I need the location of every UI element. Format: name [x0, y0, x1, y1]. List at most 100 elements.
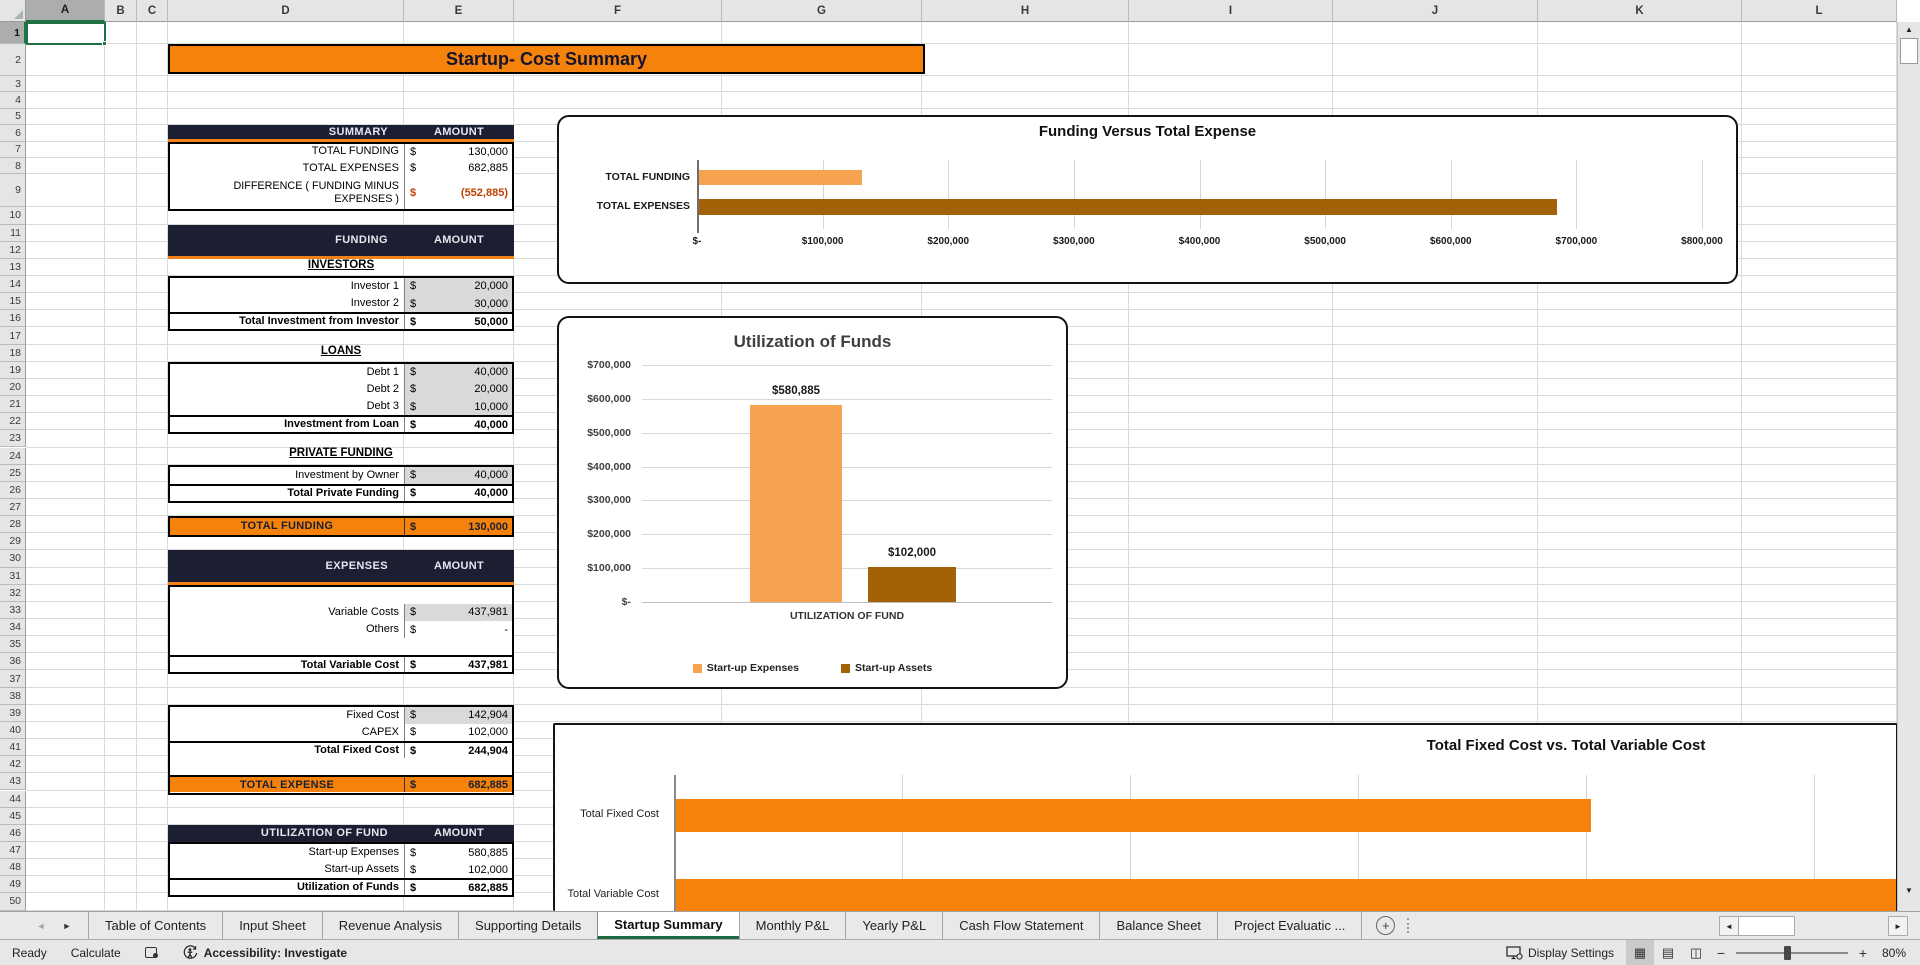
table-row-investor-1[interactable]: Investor 1 $20,000 — [170, 277, 512, 296]
row-header-9[interactable]: 9 — [0, 174, 26, 208]
row-header-14[interactable]: 14 — [0, 276, 26, 294]
utilization-of-funds-chart[interactable]: Utilization of Funds $700,000 $600,000 $50… — [557, 316, 1068, 689]
row-header-28[interactable]: 28 — [0, 516, 26, 534]
horizontal-scrollbar-thumb[interactable] — [1738, 917, 1794, 935]
row-header-20[interactable]: 20 — [0, 378, 26, 397]
row-header-47[interactable]: 47 — [0, 841, 26, 860]
table-row-total-funding[interactable]: TOTAL FUNDING $130,000 — [170, 518, 512, 536]
table-row-total-expenses[interactable]: TOTAL EXPENSES $682,885 — [170, 159, 512, 177]
column-header-C[interactable]: C — [137, 0, 168, 22]
column-header-I[interactable]: I — [1129, 0, 1333, 22]
table-row-utilization-of-funds[interactable]: Utilization of Funds $682,885 — [170, 878, 512, 896]
table-row-debt-2[interactable]: Debt 2 $20,000 — [170, 380, 512, 398]
row-header-39[interactable]: 39 — [0, 704, 26, 722]
hscroll-right-icon[interactable]: ► — [1888, 916, 1908, 936]
funding-vs-expense-chart[interactable]: Funding Versus Total Expense $- $100,000 $… — [557, 115, 1738, 284]
row-header-7[interactable]: 7 — [0, 141, 26, 158]
value-cell[interactable]: $ (552,885) — [404, 176, 512, 210]
column-header-K[interactable]: K — [1538, 0, 1742, 22]
status-calculate[interactable]: Calculate — [70, 945, 121, 960]
sheet-tab-cash-flow-statement[interactable]: Cash Flow Statement — [942, 912, 1099, 939]
value-cell[interactable]: $30,000 — [404, 295, 512, 313]
row-header-50[interactable]: 50 — [0, 893, 26, 911]
sheet-tab-supporting-details[interactable]: Supporting Details — [458, 912, 597, 939]
row-header-13[interactable]: 13 — [0, 258, 26, 276]
column-header-F[interactable]: F — [514, 0, 722, 22]
row-header-19[interactable]: 19 — [0, 361, 26, 379]
value-cell[interactable]: $ - — [404, 620, 512, 639]
value-cell[interactable]: $130,000 — [404, 518, 512, 536]
horizontal-scrollbar[interactable]: ◄ — [1719, 916, 1795, 936]
table-row-total-variable-cost[interactable]: Total Variable Cost $437,981 — [170, 655, 512, 673]
zoom-slider[interactable] — [1736, 945, 1848, 960]
zoom-level[interactable]: 80% — [1881, 945, 1906, 960]
column-header-D[interactable]: D — [168, 0, 404, 22]
sheet-tab-yearly-p-l[interactable]: Yearly P&L — [845, 912, 942, 939]
view-page-layout-button[interactable]: ▤ — [1661, 944, 1675, 960]
value-cell[interactable]: $102,000 — [404, 723, 512, 742]
value-cell[interactable]: $20,000 — [404, 380, 512, 398]
vertical-scrollbar[interactable]: ▲ ▼ — [1897, 22, 1920, 911]
tab-scroll-right-button[interactable]: ► — [62, 920, 72, 931]
row-header-45[interactable]: 45 — [0, 807, 26, 825]
column-header-J[interactable]: J — [1333, 0, 1538, 22]
row-header-4[interactable]: 4 — [0, 92, 26, 109]
row-header-17[interactable]: 17 — [0, 327, 26, 345]
value-cell[interactable]: $40,000 — [404, 363, 512, 381]
sheet-tab-revenue-analysis[interactable]: Revenue Analysis — [321, 912, 458, 939]
value-cell[interactable]: $40,000 — [404, 417, 512, 433]
row-header-11[interactable]: 11 — [0, 224, 26, 242]
sheet-tab-input-sheet[interactable]: Input Sheet — [222, 912, 322, 939]
row-header-2[interactable]: 2 — [0, 44, 26, 76]
row-header-6[interactable]: 6 — [0, 125, 26, 142]
table-row-fixed-cost[interactable]: Fixed Cost $142,904 — [170, 706, 512, 724]
column-header-L[interactable]: L — [1742, 0, 1897, 22]
row-header-33[interactable]: 33 — [0, 601, 26, 619]
selected-cell-A1[interactable] — [26, 22, 107, 46]
column-header-B[interactable]: B — [105, 0, 137, 22]
row-header-42[interactable]: 42 — [0, 756, 26, 774]
display-settings-button[interactable]: Display Settings — [1494, 940, 1626, 965]
row-header-43[interactable]: 43 — [0, 773, 26, 791]
row-header-24[interactable]: 24 — [0, 447, 26, 465]
row-header-41[interactable]: 41 — [0, 739, 26, 757]
row-header-49[interactable]: 49 — [0, 876, 26, 894]
row-header-32[interactable]: 32 — [0, 584, 26, 602]
tab-scroll-left-button[interactable]: ◄ — [36, 920, 46, 931]
row-header-38[interactable]: 38 — [0, 687, 26, 705]
value-cell[interactable]: $10,000 — [404, 397, 512, 416]
table-row-difference-funding-minus-expenses[interactable]: DIFFERENCE ( FUNDING MINUS EXPENSES ) $ (5… — [170, 176, 512, 210]
fixed-vs-variable-cost-chart[interactable]: Total Fixed Cost vs. Total Variable Cost… — [553, 723, 1898, 911]
value-cell[interactable]: $142,904 — [404, 706, 512, 724]
table-row-others[interactable]: Others $ - — [170, 620, 512, 639]
accessibility-status-button[interactable]: Accessibility: Investigate — [170, 940, 359, 965]
sheet-tab-project-evaluatic[interactable]: Project Evaluatic ... — [1217, 912, 1363, 939]
row-header-31[interactable]: 31 — [0, 567, 26, 585]
value-cell[interactable]: $40,000 — [404, 466, 512, 484]
zoom-out-button[interactable]: − — [1716, 944, 1726, 961]
value-cell[interactable]: $50,000 — [404, 314, 512, 330]
value-cell[interactable]: $102,000 — [404, 861, 512, 879]
row-header-22[interactable]: 22 — [0, 413, 26, 431]
table-row-investment-by-owner[interactable]: Investment by Owner $40,000 — [170, 466, 512, 484]
column-header-G[interactable]: G — [722, 0, 922, 22]
value-cell[interactable]: $130,000 — [404, 143, 512, 160]
zoom-slider-thumb[interactable] — [1784, 945, 1791, 960]
view-normal-button[interactable]: ▦ — [1626, 940, 1654, 965]
status-ready[interactable]: Ready — [12, 945, 47, 960]
row-header-48[interactable]: 48 — [0, 859, 26, 877]
row-header-10[interactable]: 10 — [0, 207, 26, 225]
row-header-3[interactable]: 3 — [0, 76, 26, 93]
table-row-start-up-assets[interactable]: Start-up Assets $102,000 — [170, 861, 512, 879]
value-cell[interactable]: $682,885 — [404, 777, 512, 793]
hscroll-left-icon[interactable]: ◄ — [1725, 921, 1733, 931]
value-cell[interactable]: $244,904 — [404, 743, 512, 759]
sheet-tab-startup-summary[interactable]: Startup Summary — [597, 912, 739, 939]
macro-record-button[interactable] — [133, 940, 170, 965]
table-row-investor-2[interactable]: Investor 2 $30,000 — [170, 295, 512, 313]
value-cell[interactable]: $20,000 — [404, 277, 512, 296]
table-row-investment-from-loan[interactable]: Investment from Loan $40,000 — [170, 415, 512, 433]
view-page-break-button[interactable]: ◫ — [1689, 944, 1703, 960]
row-header-40[interactable]: 40 — [0, 721, 26, 740]
row-header-8[interactable]: 8 — [0, 158, 26, 175]
